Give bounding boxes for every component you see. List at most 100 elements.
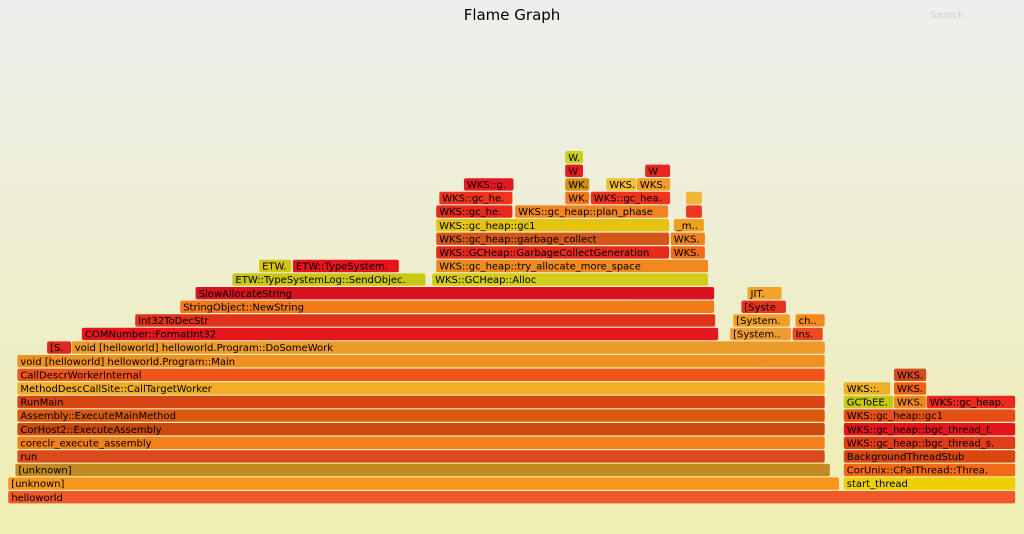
flame-frame[interactable]: WKS::GCHeap::Alloc (432, 273, 708, 286)
frame-bar[interactable] (645, 164, 671, 177)
flame-frame[interactable]: WKS::gc_heap::gc1 (436, 219, 670, 232)
flame-frame[interactable]: WKS. (670, 246, 705, 259)
frame-bar[interactable] (439, 191, 513, 205)
flame-frame[interactable]: WKS. (894, 368, 927, 382)
flame-frame[interactable]: StringObject::NewString (180, 300, 715, 314)
flame-frame[interactable]: WKS::. (843, 382, 891, 395)
flame-frame[interactable]: W (565, 164, 583, 178)
frame-bar[interactable] (17, 423, 825, 436)
frame-bar[interactable] (926, 395, 1016, 409)
frame-bar[interactable] (747, 287, 782, 300)
flame-frame[interactable]: WKS::g. (463, 178, 514, 191)
flame-frame[interactable]: SlowAllocateString (195, 287, 715, 300)
flame-frame[interactable]: [System. (733, 314, 790, 327)
flame-frame[interactable]: WKS. (606, 178, 637, 191)
frame-bar[interactable] (670, 246, 705, 259)
frame-bar[interactable] (232, 273, 426, 286)
frame-bar[interactable] (180, 300, 715, 313)
frame-bar[interactable] (565, 151, 583, 164)
flame-frame[interactable]: [Syste (741, 300, 786, 314)
flame-frame[interactable]: WKS. (670, 232, 705, 246)
frame-bar[interactable] (463, 178, 514, 191)
flame-frame[interactable]: WKS::gc_heap::garbage_collect (436, 232, 670, 246)
frame-bar[interactable] (17, 436, 825, 449)
frame-bar[interactable] (590, 191, 671, 205)
search-button[interactable]: Search (930, 10, 965, 21)
frame-bar[interactable] (292, 259, 399, 273)
frame-bar[interactable] (843, 395, 894, 409)
flame-frame[interactable]: void [helloworld] helloworld.Program::Do… (71, 341, 825, 354)
flame-frame[interactable]: WKS::gc_heap::gc1 (843, 409, 1016, 422)
flame-frame[interactable]: WKS::GCHeap::GarbageCollectGeneration (436, 246, 670, 259)
frame-bar[interactable] (15, 463, 830, 477)
frame-bar[interactable] (686, 205, 702, 218)
flame-frame[interactable]: COMNumber::FormatInt32 (81, 327, 719, 341)
frame-bar[interactable] (792, 327, 823, 341)
flame-frame[interactable]: WKS::gc_hea. (590, 191, 671, 205)
frame-bar[interactable] (17, 355, 825, 368)
frame-bar[interactable] (843, 450, 1016, 463)
flame-frame[interactable]: BackgroundThreadStub (843, 450, 1016, 463)
flame-frame[interactable]: CallDescrWorkerInternal (17, 368, 825, 382)
flame-frame[interactable]: W (645, 164, 671, 178)
frame-bar[interactable] (565, 191, 590, 205)
frame-bar[interactable] (843, 382, 891, 395)
frame-bar[interactable] (843, 423, 1016, 436)
flame-frame[interactable]: Int32ToDecStr (135, 314, 716, 327)
frame-bar[interactable] (843, 436, 1016, 449)
flame-frame[interactable]: W. (565, 151, 583, 164)
frame-bar[interactable] (843, 477, 1016, 490)
flame-frame[interactable]: _m.. (673, 219, 704, 232)
flame-frame[interactable]: ETW::TypeSystem. (292, 259, 399, 273)
frame-bar[interactable] (565, 178, 590, 191)
frame-bar[interactable] (432, 273, 708, 286)
flame-frame[interactable]: WKS. (636, 178, 671, 191)
flame-frame[interactable]: ETW. (259, 259, 292, 273)
frame-bar[interactable] (195, 287, 715, 300)
frame-bar[interactable] (730, 327, 791, 341)
flame-frame[interactable]: start_thread (843, 477, 1016, 490)
flame-frame[interactable]: Assembly::ExecuteMainMethod (17, 409, 825, 422)
frame-bar[interactable] (733, 314, 790, 327)
flame-frame[interactable]: [S. (47, 341, 72, 354)
frame-bar[interactable] (686, 191, 702, 205)
flame-frame[interactable]: CorHost2::ExecuteAssembly (17, 423, 825, 436)
frame-bar[interactable] (436, 219, 670, 232)
flame-frame[interactable]: WKS::gc_heap::bgc_thread_s. (843, 436, 1016, 450)
flame-frame[interactable]: [System.. (730, 327, 791, 341)
flame-frame[interactable]: WKS. (894, 382, 927, 395)
frame-bar[interactable] (17, 368, 825, 381)
flame-frame[interactable]: CorUnix::CPalThread::Threa. (843, 463, 1016, 477)
flame-frame[interactable]: GCToEE. (843, 395, 894, 409)
frame-bar[interactable] (135, 314, 716, 327)
flame-frame[interactable]: helloworld (8, 491, 1016, 504)
flame-frame[interactable]: RunMain (17, 395, 825, 409)
frame-bar[interactable] (565, 164, 583, 177)
frame-bar[interactable] (795, 314, 825, 327)
flame-frame[interactable]: WKS. (894, 395, 927, 409)
flame-frame[interactable] (686, 205, 702, 218)
frame-bar[interactable] (259, 259, 292, 273)
flame-frame[interactable]: WKS::gc_heap::plan_phase (515, 205, 669, 218)
frame-bar[interactable] (606, 178, 637, 191)
frame-bar[interactable] (47, 341, 72, 354)
frame-bar[interactable] (670, 232, 705, 245)
flame-frame[interactable]: run (17, 450, 825, 463)
flame-frame[interactable]: WK. (565, 178, 590, 191)
flame-frame[interactable]: JIT. (747, 287, 782, 300)
frame-bar[interactable] (673, 219, 704, 232)
frame-bar[interactable] (81, 327, 719, 341)
frame-bar[interactable] (894, 368, 927, 381)
frame-bar[interactable] (436, 246, 670, 259)
frame-bar[interactable] (843, 409, 1016, 422)
frame-bar[interactable] (436, 205, 513, 218)
flame-frame[interactable]: WKS::gc_he. (439, 191, 513, 205)
flame-frame[interactable]: WKS::gc_heap. (926, 395, 1016, 409)
frame-bar[interactable] (436, 232, 670, 245)
flame-frame[interactable]: ch.. (795, 314, 825, 327)
frame-bar[interactable] (636, 178, 671, 191)
flame-frame[interactable]: [unknown] (8, 477, 840, 490)
flame-frame[interactable]: coreclr_execute_assembly (17, 436, 825, 450)
flame-frame[interactable]: WKS::gc_heap::try_allocate_more_space (436, 259, 708, 273)
